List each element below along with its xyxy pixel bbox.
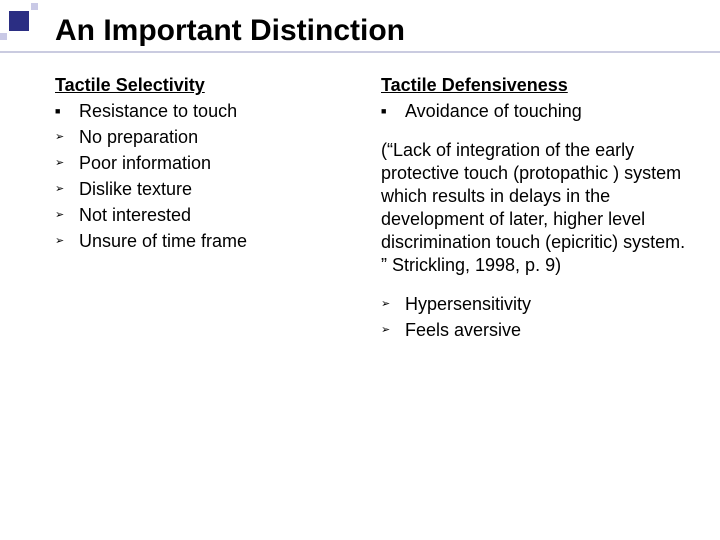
quote-paragraph: (“Lack of integration of the early prote…: [381, 139, 690, 277]
deco-square-small-2: [0, 33, 7, 40]
arrow-bullet-icon: ➢: [55, 178, 79, 200]
list-item-text: Poor information: [79, 152, 345, 175]
arrow-bullet-icon: ➢: [55, 126, 79, 148]
arrow-bullet-icon: ➢: [55, 152, 79, 174]
content-area: Tactile Selectivity ■ Resistance to touc…: [55, 74, 690, 345]
left-heading: Tactile Selectivity: [55, 74, 345, 97]
list-item-text: Unsure of time frame: [79, 230, 345, 253]
list-item-text: Not interested: [79, 204, 345, 227]
arrow-bullet-icon: ➢: [55, 204, 79, 226]
square-bullet-icon: ■: [55, 100, 79, 122]
list-item-text: Hypersensitivity: [405, 293, 690, 316]
list-item-text: Dislike texture: [79, 178, 345, 201]
square-bullet-icon: ■: [381, 100, 405, 122]
list-item-text: Feels aversive: [405, 319, 690, 342]
list-item: ➢ No preparation: [55, 126, 345, 149]
list-item: ■ Avoidance of touching: [381, 100, 690, 123]
deco-square-small-1: [31, 3, 38, 10]
list-item-text: Avoidance of touching: [405, 100, 690, 123]
left-column: Tactile Selectivity ■ Resistance to touc…: [55, 74, 345, 345]
list-item: ➢ Unsure of time frame: [55, 230, 345, 253]
right-heading: Tactile Defensiveness: [381, 74, 690, 97]
arrow-bullet-icon: ➢: [381, 293, 405, 315]
list-item: ➢ Poor information: [55, 152, 345, 175]
slide-title: An Important Distinction: [55, 14, 405, 48]
title-rule: [0, 51, 720, 53]
arrow-bullet-icon: ➢: [381, 319, 405, 341]
corner-decoration: [0, 0, 44, 44]
arrow-bullet-icon: ➢: [55, 230, 79, 252]
list-item: ■ Resistance to touch: [55, 100, 345, 123]
list-item-text: Resistance to touch: [79, 100, 345, 123]
right-column: Tactile Defensiveness ■ Avoidance of tou…: [381, 74, 690, 345]
deco-square-large: [9, 11, 29, 31]
list-item: ➢ Dislike texture: [55, 178, 345, 201]
list-item: ➢ Feels aversive: [381, 319, 690, 342]
list-item-text: No preparation: [79, 126, 345, 149]
list-item: ➢ Not interested: [55, 204, 345, 227]
list-item: ➢ Hypersensitivity: [381, 293, 690, 316]
